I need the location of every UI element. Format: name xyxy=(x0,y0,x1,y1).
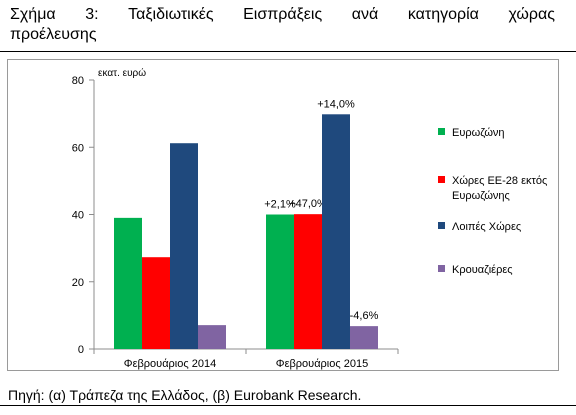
y-tick-label: 80 xyxy=(72,75,84,87)
x-tick-label: Φεβρουάριος 2015 xyxy=(276,358,368,370)
chart-frame: 0 20 40 60 80 εκατ. ευρώ Φεβρουάριος 2014 +2,1%… xyxy=(7,59,559,371)
source-note: Πηγή: (α) Τράπεζα της Ελλάδος, (β) Eurob… xyxy=(8,387,362,403)
y-tick-label: 20 xyxy=(72,277,84,289)
bar xyxy=(350,326,378,349)
legend-swatch xyxy=(438,222,445,229)
bar-data-label: +47,0% xyxy=(289,198,327,210)
title-word: χώρας xyxy=(508,6,555,23)
legend-swatch xyxy=(438,176,445,183)
figure-title: Σχήμα 3: Ταξιδιωτικές Εισπράξεις ανά κατ… xyxy=(10,5,555,45)
bar-chart: 0 20 40 60 80 εκατ. ευρώ Φεβρουάριος 2014 +2,1%… xyxy=(72,67,548,370)
bar-data-label: +14,0% xyxy=(317,98,355,110)
title-line-1: Σχήμα 3: Ταξιδιωτικές Εισπράξεις ανά κατ… xyxy=(10,5,555,25)
legend-swatch xyxy=(438,128,445,135)
title-word: κατηγορία xyxy=(407,6,479,23)
x-tick-label: Φεβρουάριος 2014 xyxy=(124,358,216,370)
legend-label: Ευρωζώνη xyxy=(452,127,505,139)
bar-data-label: -4,6% xyxy=(350,310,379,322)
bar xyxy=(142,257,170,349)
title-word: Σχήμα xyxy=(10,6,56,23)
y-tick-label: 40 xyxy=(72,210,84,222)
title-word: ανά xyxy=(351,6,379,23)
legend-label: Χώρες ΕΕ-28 εκτός xyxy=(452,175,547,187)
bar xyxy=(266,214,294,349)
y-tick-label: 0 xyxy=(78,344,84,356)
y-axis-unit-label: εκατ. ευρώ xyxy=(98,67,146,79)
legend-label: Ευρωζώνης xyxy=(452,190,510,202)
legend-label: Κρουαζιέρες xyxy=(452,264,513,276)
bar xyxy=(294,214,322,349)
bar-data-label: +2,1% xyxy=(264,199,296,211)
title-word: 3: xyxy=(85,6,99,23)
y-tick-label: 60 xyxy=(72,142,84,154)
title-line-2: προέλευσης xyxy=(10,26,97,43)
bar xyxy=(114,217,142,349)
bottom-divider xyxy=(0,405,576,406)
bar xyxy=(198,325,226,349)
legend-swatch xyxy=(438,265,445,272)
title-word: Ταξιδιωτικές xyxy=(128,6,214,23)
title-divider xyxy=(0,51,576,52)
legend-label: Λοιπές Χώρες xyxy=(452,221,521,233)
bar xyxy=(170,143,198,349)
bar xyxy=(322,114,350,349)
title-word: Εισπράξεις xyxy=(243,6,323,23)
